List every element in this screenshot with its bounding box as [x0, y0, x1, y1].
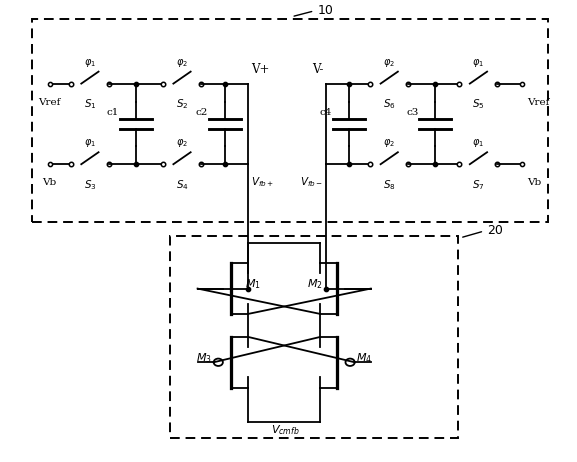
Text: $\varphi_2$: $\varphi_2$ [383, 138, 395, 150]
Text: Vref: Vref [527, 97, 550, 107]
Text: $\varphi_2$: $\varphi_2$ [176, 138, 188, 150]
Text: c2: c2 [196, 108, 208, 117]
Text: $M_2$: $M_2$ [308, 277, 323, 291]
Text: $M_4$: $M_4$ [356, 351, 372, 365]
Text: Vb: Vb [43, 178, 57, 187]
Text: c3: c3 [406, 108, 418, 117]
Text: $\varphi_1$: $\varphi_1$ [473, 57, 485, 69]
Bar [32, 19, 548, 222]
Text: $M_3$: $M_3$ [196, 351, 212, 365]
Bar [170, 236, 458, 438]
Text: $\varphi_1$: $\varphi_1$ [84, 138, 96, 150]
Text: V-: V- [312, 63, 323, 76]
Text: $V_{cmfb}$: $V_{cmfb}$ [271, 423, 300, 437]
Text: $S_5$: $S_5$ [472, 97, 485, 111]
Text: V+: V+ [251, 63, 269, 76]
Text: $S_3$: $S_3$ [84, 178, 96, 192]
Text: $\varphi_1$: $\varphi_1$ [84, 57, 96, 69]
Text: $S_7$: $S_7$ [472, 178, 485, 192]
Text: c1: c1 [107, 108, 119, 117]
Text: Vref: Vref [39, 97, 61, 107]
Text: $\varphi_1$: $\varphi_1$ [473, 138, 485, 150]
Text: $S_4$: $S_4$ [175, 178, 189, 192]
Text: Vb: Vb [527, 178, 542, 187]
Text: $S_1$: $S_1$ [84, 97, 96, 111]
Text: $V_{fb+}$: $V_{fb+}$ [251, 175, 274, 188]
Text: 10: 10 [317, 4, 333, 18]
Text: $V_{fb-}$: $V_{fb-}$ [300, 175, 323, 188]
Text: $S_6$: $S_6$ [383, 97, 396, 111]
Text: $M_1$: $M_1$ [245, 277, 261, 291]
Text: $S_2$: $S_2$ [176, 97, 188, 111]
Text: 20: 20 [487, 225, 503, 237]
Text: $\varphi_2$: $\varphi_2$ [383, 57, 395, 69]
Text: $S_8$: $S_8$ [383, 178, 396, 192]
Text: $\varphi_2$: $\varphi_2$ [176, 57, 188, 69]
Text: c4: c4 [320, 108, 332, 117]
